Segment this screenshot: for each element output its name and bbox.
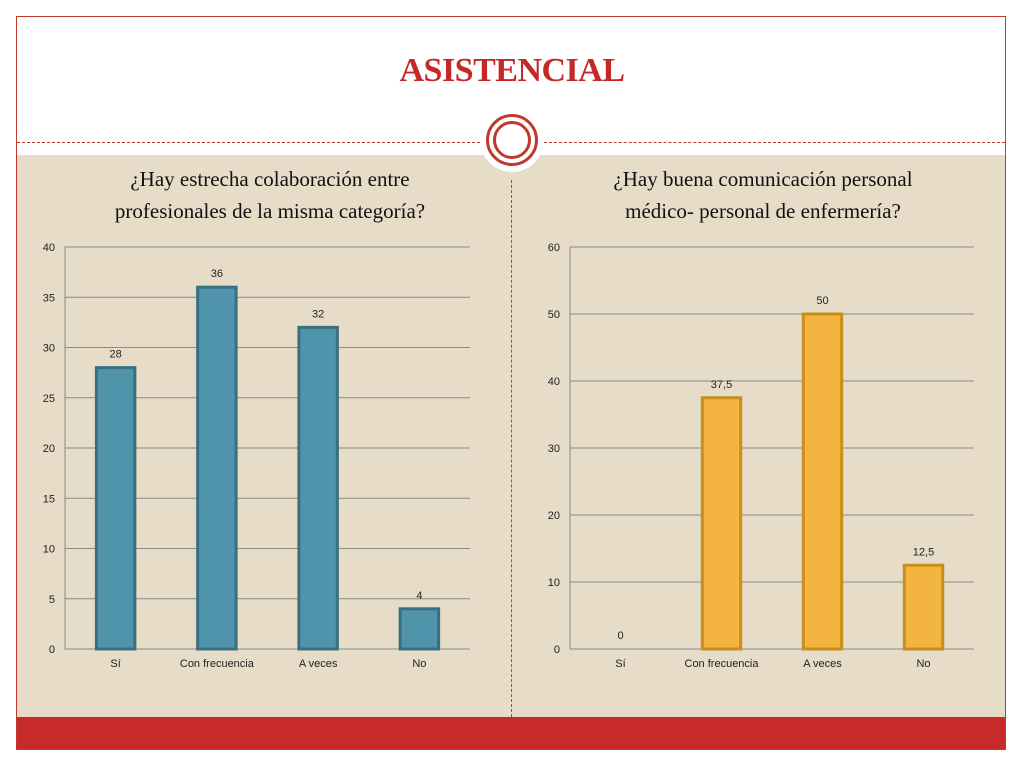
- data-label: 4: [416, 590, 422, 602]
- chart-divider: [511, 180, 512, 717]
- y-tick-label: 25: [43, 393, 55, 405]
- header-divider-left: [17, 142, 480, 143]
- page-title: ASISTENCIAL: [399, 52, 625, 89]
- x-tick-label: A veces: [299, 658, 338, 670]
- x-tick-label: Sí: [110, 658, 120, 670]
- data-label: 32: [312, 308, 324, 320]
- header-divider-right: [544, 142, 1005, 143]
- bar: [94, 366, 137, 651]
- chart-left-title-line-2: profesionales de la misma categoría?: [114, 199, 426, 223]
- y-tick-label: 10: [43, 544, 55, 556]
- circle-ornament-icon: [480, 108, 544, 172]
- y-tick-label: 40: [43, 242, 55, 254]
- chart-right-title-line-1: ¿Hay buena comunicación personal: [613, 167, 913, 191]
- data-label: 36: [211, 268, 223, 280]
- bar: [297, 325, 339, 651]
- y-tick-label: 0: [49, 644, 55, 656]
- chart-left-title-line-1: ¿Hay estrecha colaboración entre: [130, 167, 410, 191]
- bar: [196, 285, 238, 651]
- chart-right-title: ¿Hay buena comunicación personal médico-…: [533, 163, 993, 227]
- y-tick-label: 30: [43, 343, 55, 355]
- data-label: 28: [110, 349, 122, 361]
- y-tick-label: 15: [43, 493, 55, 505]
- chart-left-title: ¿Hay estrecha colaboración entre profesi…: [40, 163, 500, 227]
- y-tick-label: 5: [49, 594, 55, 606]
- footer-bar: [17, 717, 1005, 749]
- chart-right-title-line-2: médico- personal de enfermería?: [625, 199, 901, 223]
- y-tick-label: 35: [43, 292, 55, 304]
- x-tick-label: Con frecuencia: [180, 658, 255, 670]
- bar: [398, 607, 441, 651]
- y-tick-label: 20: [43, 443, 55, 455]
- x-tick-label: No: [412, 658, 426, 670]
